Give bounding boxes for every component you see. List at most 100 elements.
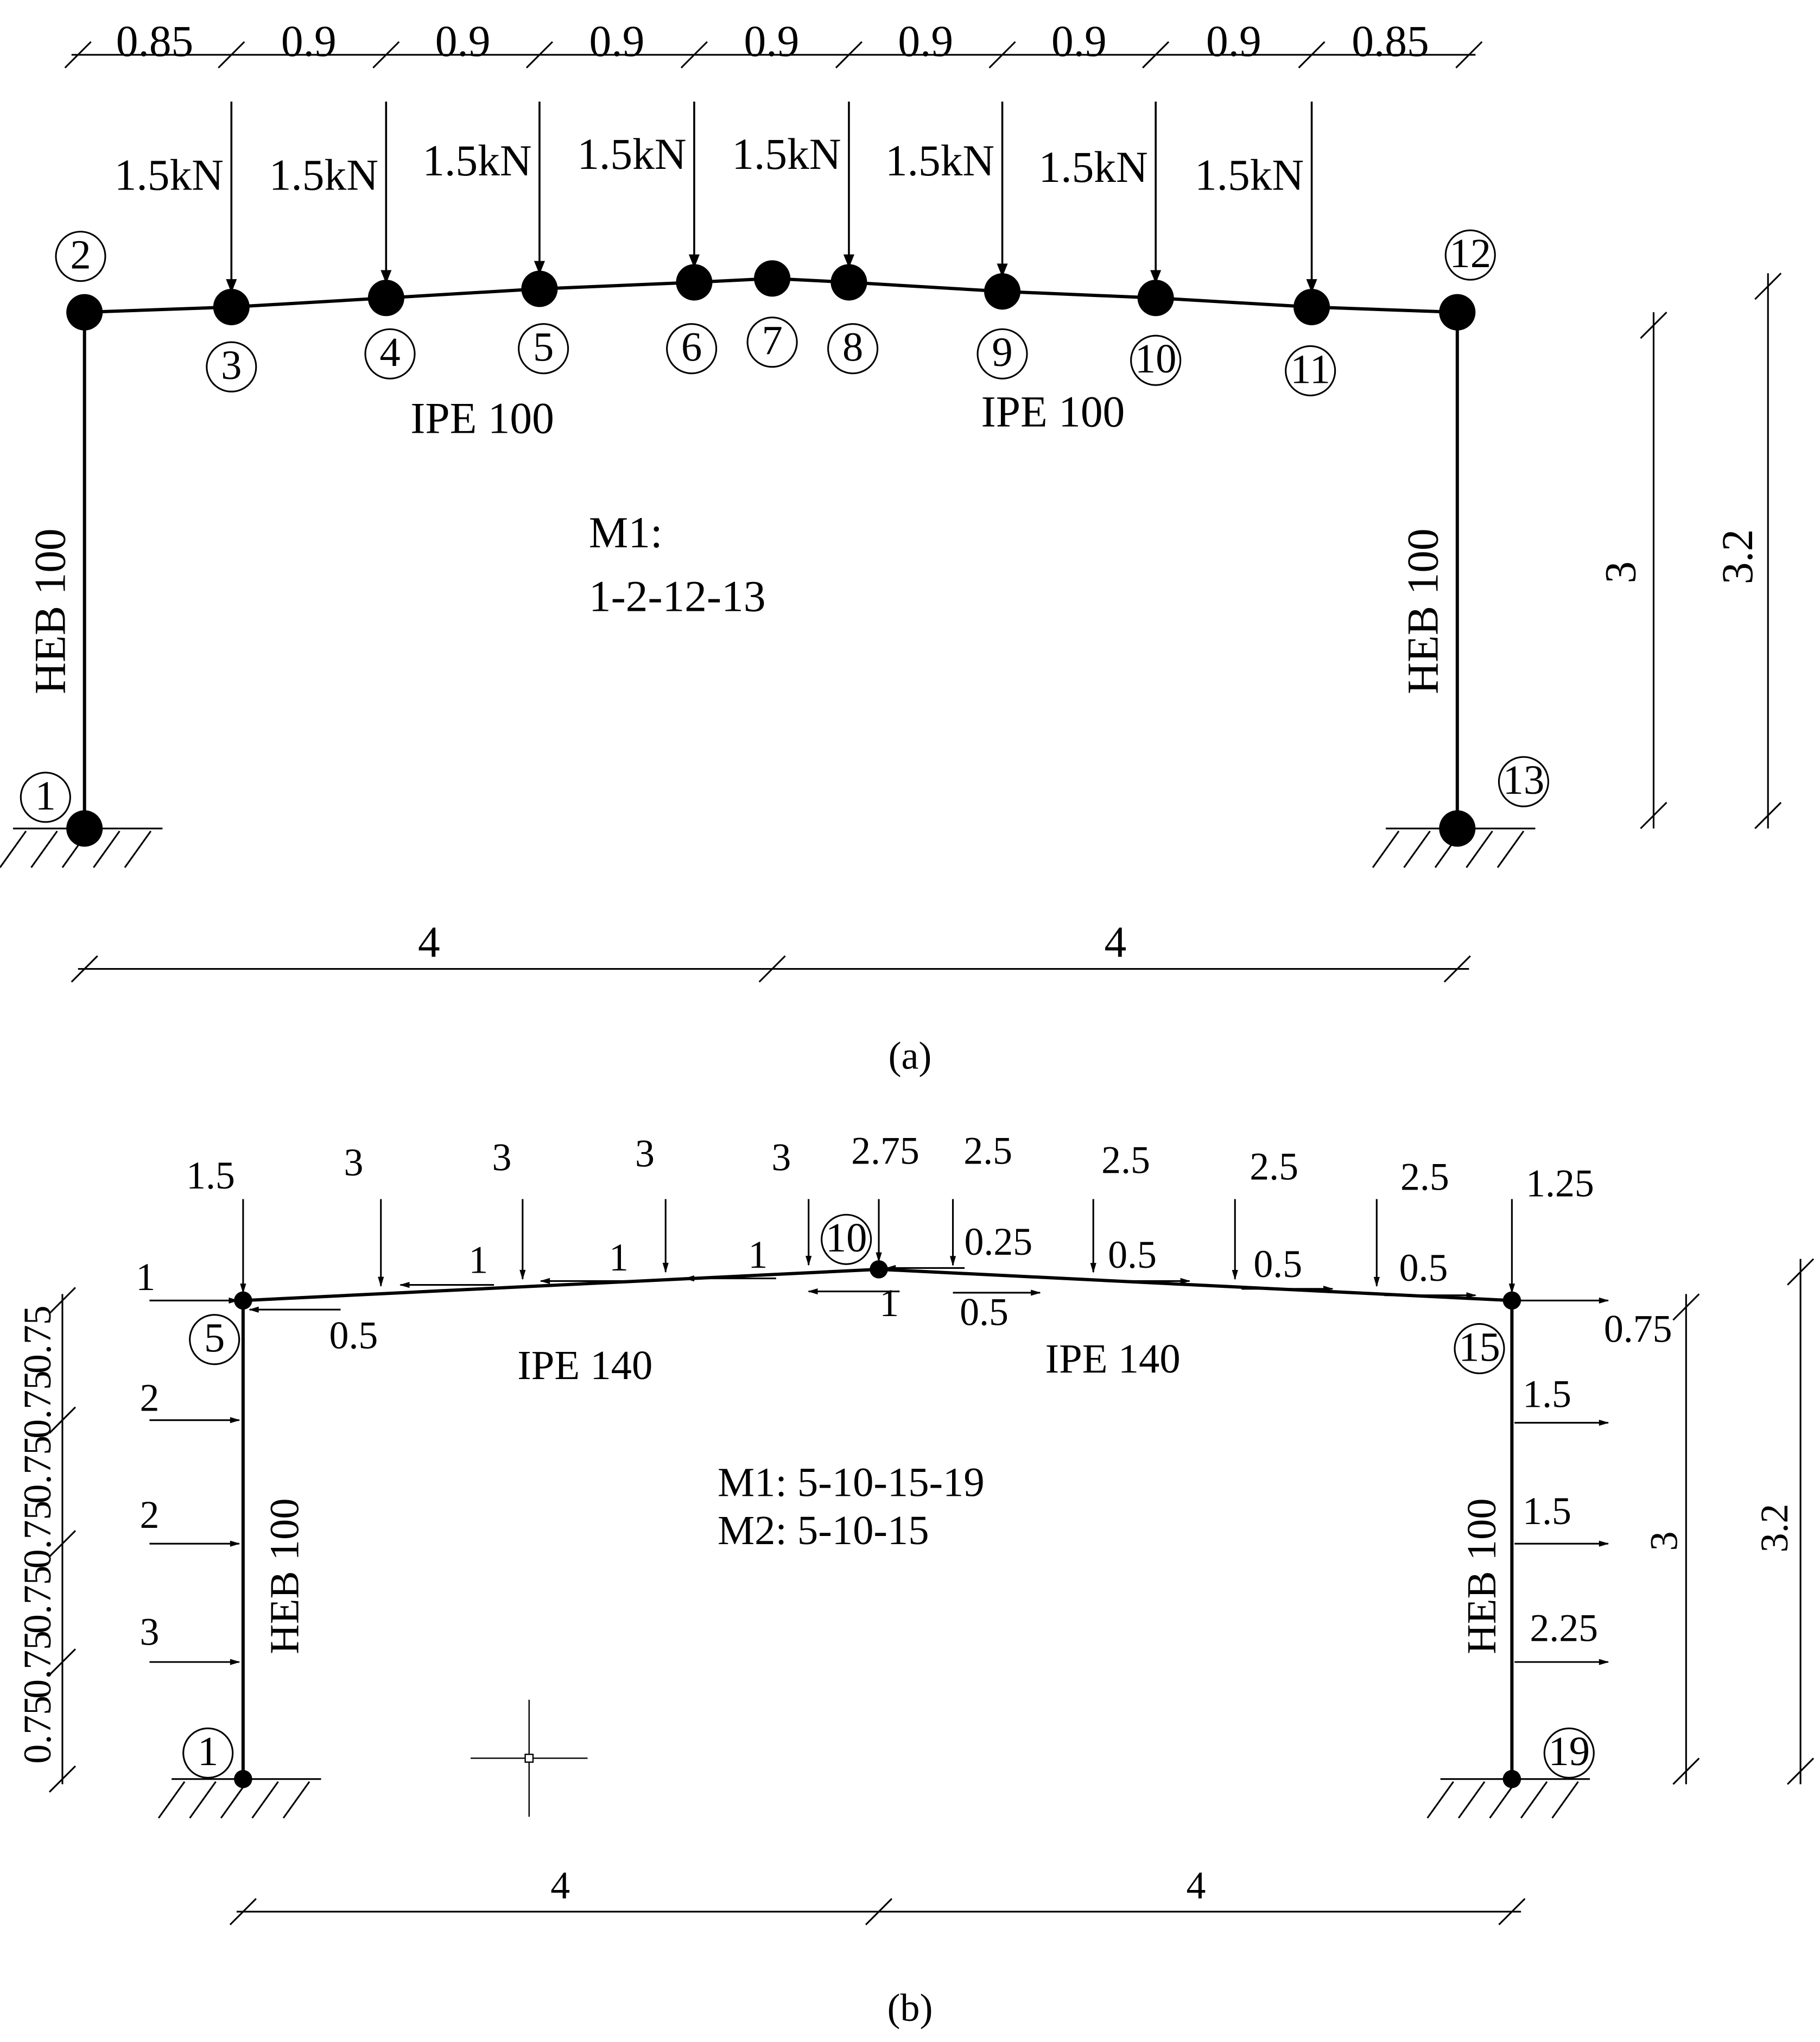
- horizontal-load-label: 1: [879, 1281, 899, 1325]
- node-label-circle: [20, 772, 71, 823]
- node-label: 13: [1503, 757, 1545, 803]
- horizontal-load-label: 0.5: [329, 1314, 378, 1357]
- point-load-label: 1.5kN: [1195, 150, 1304, 200]
- node: [213, 289, 250, 326]
- node: [870, 1260, 888, 1279]
- node-label: 7: [762, 318, 782, 364]
- node-label-circle: [518, 323, 569, 375]
- dimension-tick: [48, 1406, 77, 1434]
- dimension-tick: [988, 41, 1016, 68]
- node: [1137, 280, 1174, 317]
- span-dimension: 0.85: [116, 16, 194, 66]
- width-dimension: 4: [1105, 918, 1127, 967]
- ground-hatch: [1551, 1781, 1579, 1819]
- segment-dimension: 0.75: [16, 1630, 59, 1699]
- node-label: 8: [842, 324, 863, 370]
- node-label: 10: [1135, 336, 1177, 382]
- mechanism-label: 1-2-12-13: [589, 571, 766, 621]
- section-label: IPE 140: [517, 1342, 652, 1388]
- ground-hatch: [220, 1781, 248, 1819]
- dimension-tick: [835, 41, 863, 68]
- dimension-tick: [48, 1765, 77, 1793]
- ground-hatch: [1403, 830, 1431, 868]
- span-dimension: 0.9: [1206, 16, 1261, 66]
- node-label-circle: [1454, 1323, 1505, 1374]
- caption: (a): [889, 1034, 932, 1078]
- dimension-tick: [71, 955, 98, 983]
- point-load-label: 1.5kN: [577, 129, 686, 179]
- column-load-label: 1.5: [1523, 1489, 1571, 1533]
- section-label: HEB 100: [261, 1498, 307, 1654]
- horizontal-load-label: 0.75: [1604, 1307, 1672, 1351]
- height-dimension: 3.2: [1753, 1504, 1796, 1553]
- horizontal-load-label: 0.5: [1399, 1246, 1448, 1289]
- point-load-label: 1.5kN: [885, 136, 994, 185]
- node: [234, 1291, 252, 1310]
- width-dimension: 4: [550, 1864, 570, 1907]
- column-load-label: 2: [139, 1493, 159, 1537]
- node-label: 11: [1290, 346, 1330, 392]
- caption: (b): [887, 1986, 933, 2030]
- width-dimension: 4: [1186, 1864, 1206, 1907]
- section-label: IPE 100: [981, 387, 1125, 436]
- node: [754, 260, 791, 297]
- section-label: IPE 100: [410, 393, 554, 442]
- column-load-label: 1.5: [1523, 1372, 1571, 1415]
- dimension-tick: [229, 1898, 257, 1926]
- node-label: 1: [198, 1728, 218, 1774]
- node: [984, 273, 1021, 310]
- span-dimension: 0.9: [589, 16, 645, 66]
- node: [521, 270, 558, 307]
- node-label: 2: [70, 232, 91, 278]
- mechanism-label: M1: 5-10-15-19: [718, 1459, 985, 1505]
- dimension-tick: [48, 1530, 77, 1558]
- vertical-load-label: 3: [635, 1131, 655, 1175]
- dimension-tick: [372, 41, 400, 68]
- dimension-tick: [1672, 1757, 1700, 1785]
- node-label-circle: [827, 323, 879, 375]
- ground-hatch: [93, 830, 121, 868]
- node-label: 12: [1449, 230, 1491, 276]
- vertical-load-label: 1.5: [186, 1154, 235, 1197]
- node-label-circle: [746, 317, 798, 368]
- node-label: 1: [35, 773, 56, 819]
- ground-hatch: [1426, 1781, 1454, 1819]
- span-dimension: 0.9: [744, 16, 800, 66]
- dimension-tick: [680, 41, 708, 68]
- node-label: 10: [826, 1215, 867, 1261]
- horizontal-load-label: 0.5: [1108, 1233, 1157, 1276]
- mechanism-label: M1:: [589, 508, 663, 557]
- vertical-load-label: 2.5: [1101, 1138, 1150, 1181]
- horizontal-load-label: 1: [136, 1255, 155, 1299]
- section-label: HEB 100: [25, 528, 74, 694]
- dimension-tick: [1754, 801, 1782, 830]
- dimension-tick: [525, 41, 553, 68]
- node-label: 5: [533, 324, 554, 370]
- crosshair-box: [524, 1753, 534, 1763]
- section-label: HEB 100: [1398, 528, 1447, 694]
- node: [1502, 1291, 1521, 1310]
- point-load-label: 1.5kN: [269, 150, 378, 200]
- ground-hatch: [1489, 1781, 1517, 1819]
- horizontal-load-label: 0.25: [964, 1220, 1032, 1263]
- dimension-tick: [48, 1648, 77, 1676]
- dimension-tick: [218, 41, 245, 68]
- dimension-tick: [1787, 1258, 1815, 1286]
- ground-hatch: [282, 1781, 310, 1819]
- node: [1439, 294, 1476, 331]
- span-dimension: 0.9: [1051, 16, 1107, 66]
- vertical-load-label: 2.5: [1400, 1155, 1449, 1198]
- vertical-load-label: 3: [492, 1136, 512, 1179]
- node-label: 9: [992, 329, 1012, 375]
- ground-hatch: [189, 1781, 217, 1819]
- column-load-label: 2.25: [1530, 1607, 1598, 1650]
- vertical-load-label: 2.5: [1250, 1145, 1298, 1188]
- node-label-circle: [55, 231, 106, 282]
- vertical-load-label: 1.25: [1526, 1161, 1594, 1205]
- node: [1293, 289, 1330, 326]
- dimension-tick: [1498, 1898, 1526, 1926]
- ground-hatch: [251, 1781, 279, 1819]
- ground-hatch: [124, 830, 152, 868]
- dimension-tick: [1787, 1757, 1815, 1785]
